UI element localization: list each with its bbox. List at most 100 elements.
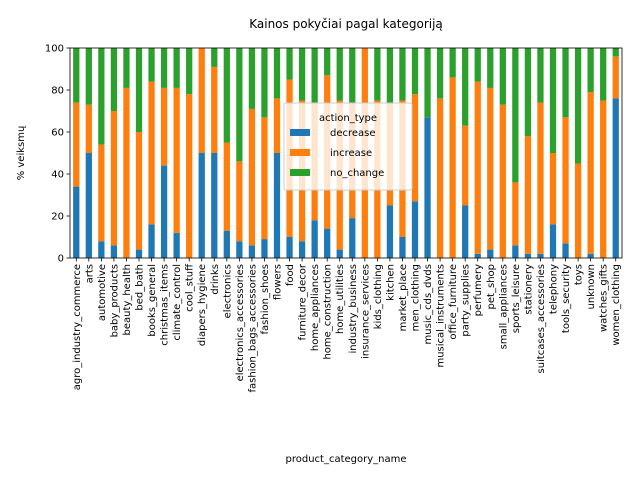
- bar-no_change-party_supplies: [462, 48, 469, 126]
- bar-no_change-office_furniture: [449, 48, 456, 78]
- bar-decrease-home_utilities: [336, 249, 343, 258]
- legend: action_type decrease increase no_change: [283, 102, 413, 191]
- y-tick-label: 80: [51, 86, 64, 97]
- x-tick-label: books_general: [147, 264, 158, 337]
- bar-decrease-sports_leisure: [512, 245, 519, 258]
- bar-increase-perfumery: [474, 81, 481, 254]
- bar-increase-electronics_accessories: [236, 161, 243, 242]
- x-tick-label: bed_bath: [135, 264, 146, 311]
- bar-increase-drinks: [211, 66, 218, 153]
- bar-decrease-stationery: [524, 253, 532, 258]
- bar-no_change-market_place: [399, 48, 406, 101]
- x-tick-label: party_supplies: [461, 264, 472, 337]
- x-tick-label: automotive: [97, 264, 108, 321]
- bar-increase-telephony: [549, 153, 557, 225]
- bar-increase-unknown: [587, 92, 594, 254]
- bar-increase-automotive: [98, 144, 105, 242]
- bar-no_change-unknown: [587, 48, 594, 93]
- bar-increase-beauty_health: [123, 87, 130, 259]
- bar-increase-men_clothing: [411, 94, 419, 202]
- y-axis-title: % veiksmų: [16, 125, 27, 180]
- bar-increase-electronics: [223, 142, 230, 231]
- x-tick-label: insurance_services: [360, 264, 371, 359]
- x-tick-label: toys: [574, 264, 585, 285]
- bar-decrease-bed_bath: [135, 249, 143, 258]
- bar-no_change-women_clothing: [612, 48, 619, 57]
- x-tick-label: watches_gifts: [599, 264, 610, 332]
- x-tick-label: electronics: [222, 264, 233, 318]
- bar-increase-tools_security: [562, 117, 569, 244]
- legend-label-no_change: no_change: [330, 168, 384, 179]
- bar-decrease-diapers_hygiene: [198, 153, 205, 258]
- x-tick-label: perfumery: [473, 264, 484, 316]
- bar-no_change-toys: [574, 48, 582, 164]
- x-tick-label: stationery: [523, 264, 534, 315]
- bar-no_change-fashion_shoes: [261, 48, 268, 118]
- bar-increase-women_clothing: [612, 56, 619, 99]
- bar-no_change-food: [286, 48, 293, 80]
- y-tick-label: 40: [51, 170, 64, 181]
- bar-decrease-suitcases_accessories: [537, 253, 544, 258]
- bar-increase-pet_shop: [487, 87, 494, 250]
- x-tick-label: men_clothing: [411, 264, 422, 331]
- bar-no_change-automotive: [98, 48, 105, 145]
- bar-no_change-home_appliances: [311, 48, 318, 103]
- x-tick-label: small_appliances: [498, 264, 509, 349]
- x-tick-label: tools_security: [561, 264, 572, 333]
- x-tick-label: industry_business: [348, 264, 359, 354]
- bar-decrease-climate_control: [173, 232, 180, 258]
- bar-decrease-fashion_bags_accessories: [248, 245, 256, 258]
- bar-decrease-men_clothing: [411, 201, 419, 258]
- bar-increase-flowers: [273, 98, 281, 153]
- legend-label-decrease: decrease: [330, 128, 376, 139]
- bar-decrease-home_appliances: [311, 220, 318, 258]
- legend-label-increase: increase: [330, 148, 372, 159]
- x-axis-title: product_category_name: [285, 454, 406, 465]
- bar-decrease-fashion_shoes: [261, 239, 268, 258]
- bar-decrease-telephony: [549, 224, 557, 258]
- bar-increase-fashion_shoes: [261, 117, 268, 240]
- x-tick-label: home_utilities: [335, 264, 346, 334]
- bar-decrease-furniture_decor: [298, 241, 306, 258]
- bar-no_change-kids_clothing: [374, 48, 381, 101]
- bar-no_change-cool_stuff: [186, 48, 193, 95]
- bar-decrease-flowers: [273, 153, 281, 258]
- bar-decrease-books_general: [148, 224, 155, 258]
- bar-increase-books_general: [148, 81, 155, 225]
- x-tick-label: diapers_hygiene: [197, 264, 208, 346]
- x-tick-label: cool_stuff: [185, 263, 196, 312]
- bar-decrease-home_construction: [324, 228, 331, 258]
- bar-no_change-electronics: [223, 48, 230, 143]
- bar-increase-musical_instruments: [436, 98, 444, 259]
- bar-no_change-electronics_accessories: [236, 48, 243, 162]
- x-tick-label: telephony: [549, 264, 560, 314]
- bar-increase-watches_gifts: [600, 100, 607, 258]
- bar-no_change-beauty_health: [123, 48, 130, 88]
- x-tick-label: electronics_accessories: [235, 264, 246, 381]
- legend-swatch-no_change: [290, 169, 310, 176]
- bar-no_change-small_appliances: [499, 48, 506, 105]
- bar-decrease-baby_products: [110, 245, 118, 258]
- x-tick-label: drinks: [210, 264, 221, 295]
- bar-no_change-drinks: [211, 48, 218, 67]
- x-axis: agro_industry_commerce arts automotive baby…: [72, 258, 622, 393]
- bar-increase-bed_bath: [135, 132, 143, 250]
- bar-no_change-home_construction: [324, 48, 331, 76]
- legend-swatch-increase: [290, 149, 310, 156]
- bar-increase-christmas_items: [160, 87, 168, 166]
- x-tick-label: pet_shop: [486, 264, 497, 309]
- bar-no_change-telephony: [549, 48, 557, 153]
- bar-decrease-drinks: [211, 153, 218, 258]
- bar-decrease-tools_security: [562, 243, 569, 258]
- bar-no_change-furniture_decor: [298, 48, 306, 101]
- plot-frame: [69, 47, 623, 259]
- bar-increase-baby_products: [110, 111, 118, 246]
- bar-no_change-music_cds_dvds: [424, 48, 431, 118]
- bar-decrease-music_cds_dvds: [424, 117, 431, 258]
- bar-decrease-party_supplies: [462, 205, 469, 258]
- x-tick-label: climate_control: [172, 264, 183, 341]
- bar-no_change-kitchen: [386, 48, 394, 105]
- x-tick-label: music_cds_dvds: [423, 264, 434, 344]
- bar-no_change-baby_products: [110, 48, 118, 111]
